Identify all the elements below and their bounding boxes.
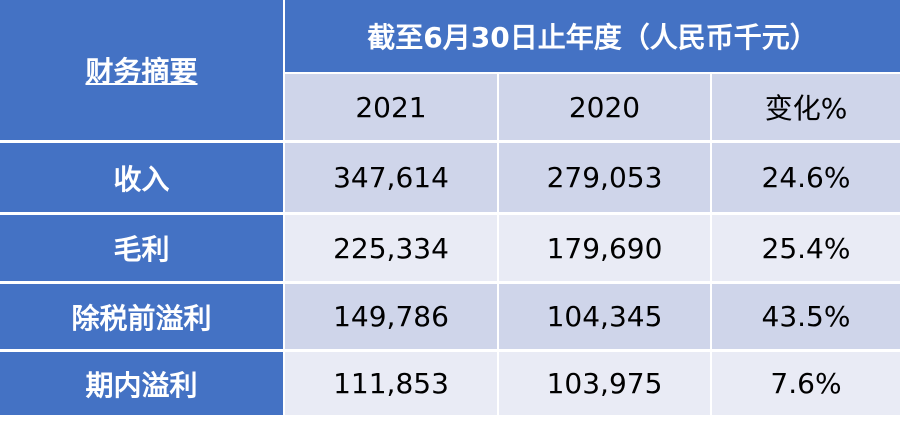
row-label: 收入 — [0, 143, 283, 212]
table-title: 财务摘要 — [0, 0, 283, 140]
table-cell: 24.6% — [712, 143, 900, 212]
period-header: 截至6月30日止年度（人民币千元） — [285, 0, 900, 72]
table-cell: 225,334 — [285, 215, 497, 281]
table-cell: 104,345 — [499, 284, 710, 349]
column-header: 2021 — [285, 74, 497, 140]
table-cell: 25.4% — [712, 215, 900, 281]
table-cell: 43.5% — [712, 284, 900, 349]
row-label: 毛利 — [0, 215, 283, 281]
row-label: 除税前溢利 — [0, 284, 283, 349]
table-cell: 111,853 — [285, 352, 497, 415]
table-cell: 149,786 — [285, 284, 497, 349]
table-cell: 103,975 — [499, 352, 710, 415]
column-header: 变化% — [712, 74, 900, 140]
table-cell: 179,690 — [499, 215, 710, 281]
table-cell: 279,053 — [499, 143, 710, 212]
table-cell: 347,614 — [285, 143, 497, 212]
table-cell: 7.6% — [712, 352, 900, 415]
column-header: 2020 — [499, 74, 710, 140]
row-label: 期内溢利 — [0, 352, 283, 415]
